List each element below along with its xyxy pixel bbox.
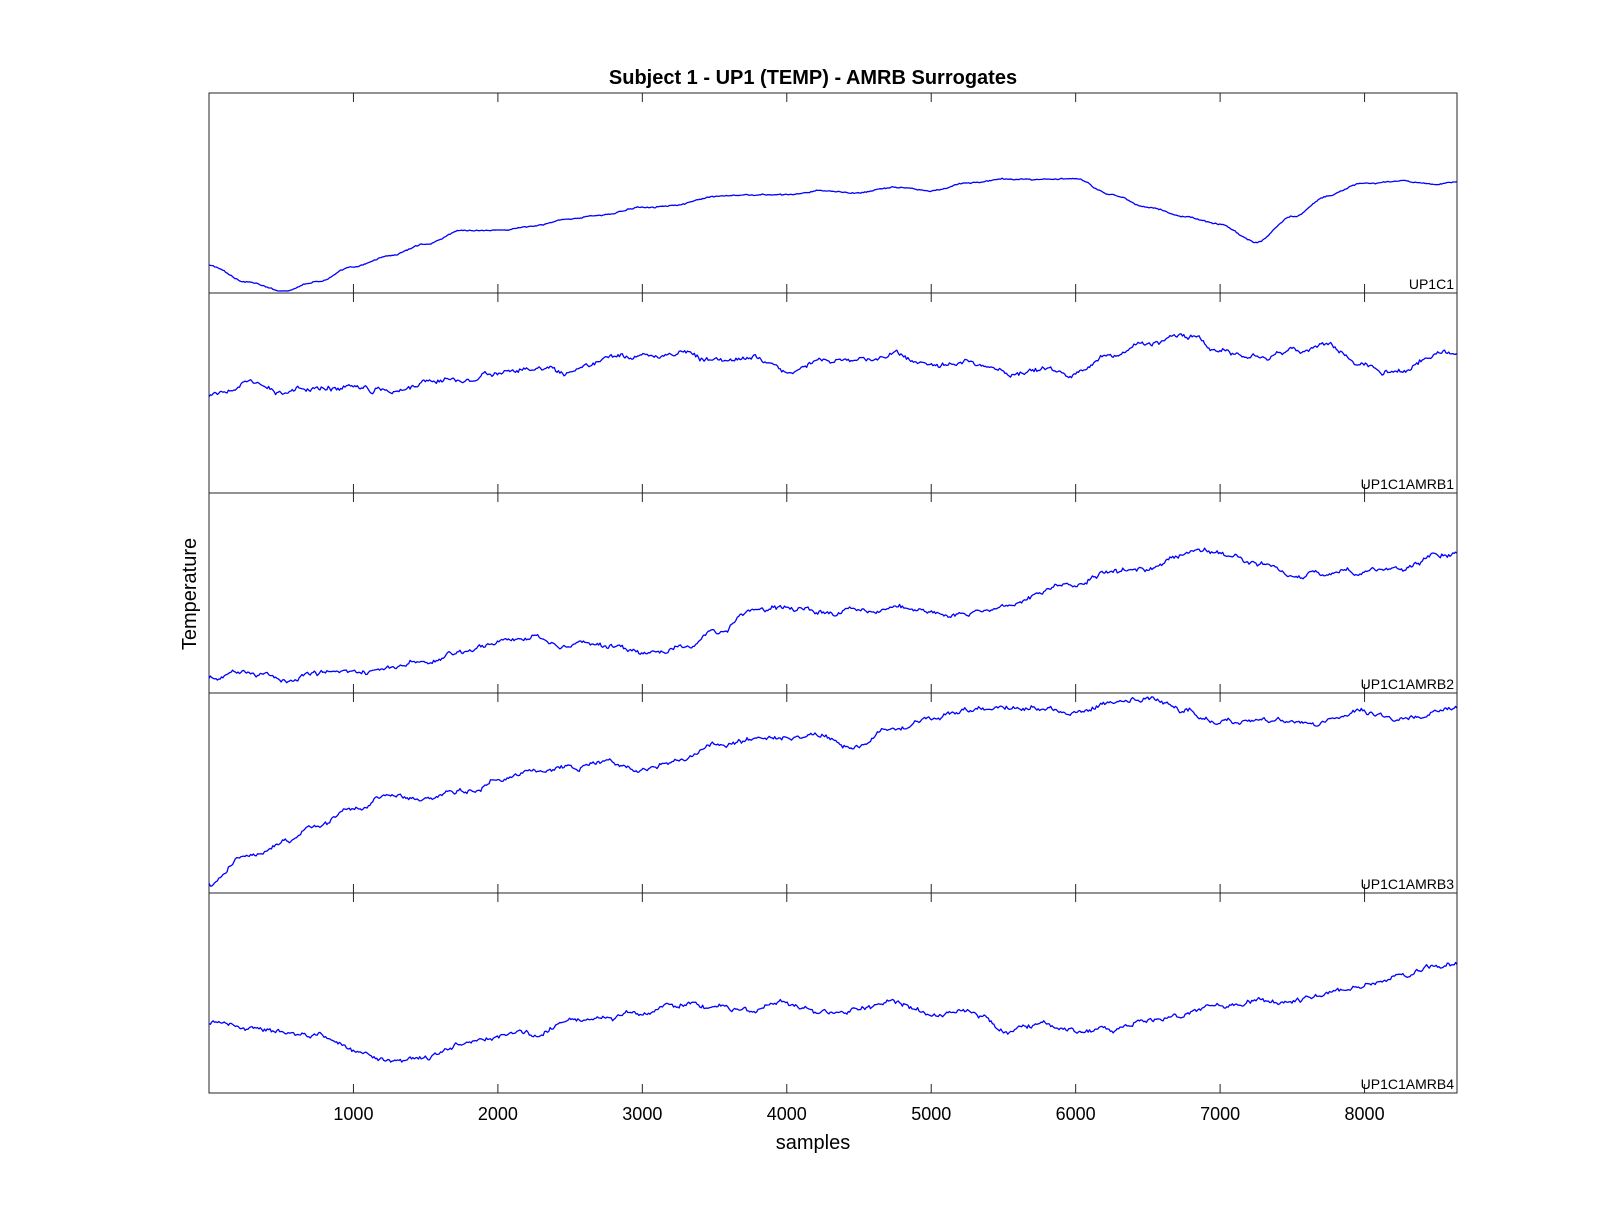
series-line-up1c1amrb2 [208, 547, 1458, 684]
x-tick-label: 4000 [767, 1104, 807, 1124]
x-tick-label: 2000 [478, 1104, 518, 1124]
series-line-up1c1amrb4 [208, 961, 1458, 1063]
series-line-up1c1amrb3 [208, 696, 1458, 887]
x-tick-label: 5000 [911, 1104, 951, 1124]
x-tick-label: 3000 [622, 1104, 662, 1124]
series-line-up1c1amrb1 [208, 333, 1458, 398]
panel-frame [208, 492, 1458, 694]
series-label: UP1C1AMRB4 [1361, 1076, 1455, 1092]
panel-up1c1amrb2: UP1C1AMRB2 [208, 492, 1458, 694]
panel-frame [208, 292, 1458, 494]
y-axis-label: Temperature [179, 538, 201, 650]
x-tick-label: 7000 [1200, 1104, 1240, 1124]
x-tick-label: 1000 [333, 1104, 373, 1124]
series-label: UP1C1 [1409, 276, 1454, 292]
panel-up1c1: UP1C1 [208, 92, 1458, 294]
panel-frame [208, 692, 1458, 894]
series-label: UP1C1AMRB1 [1361, 476, 1455, 492]
panels: UP1C1 UP1C1AMRB1 UP1C1AMRB2 UP1C1AMRB3 UP1C1… [208, 92, 1458, 1094]
series-line-up1c1 [208, 177, 1458, 292]
series-label: UP1C1AMRB3 [1361, 876, 1455, 892]
panel-frame [208, 892, 1458, 1094]
x-axis-label: samples [776, 1132, 850, 1154]
panel-up1c1amrb3: UP1C1AMRB3 [208, 692, 1458, 894]
x-tick-label: 8000 [1345, 1104, 1385, 1124]
x-axis: 1000 2000 3000 4000 5000 6000 7000 8000 [333, 1104, 1384, 1124]
panel-frame [208, 92, 1458, 294]
chart-title: Subject 1 - UP1 (TEMP) - AMRB Surrogates [609, 67, 1017, 89]
panel-up1c1amrb1: UP1C1AMRB1 [208, 292, 1458, 494]
series-label: UP1C1AMRB2 [1361, 676, 1455, 692]
x-tick-label: 6000 [1056, 1104, 1096, 1124]
panel-up1c1amrb4: UP1C1AMRB4 [208, 892, 1458, 1094]
